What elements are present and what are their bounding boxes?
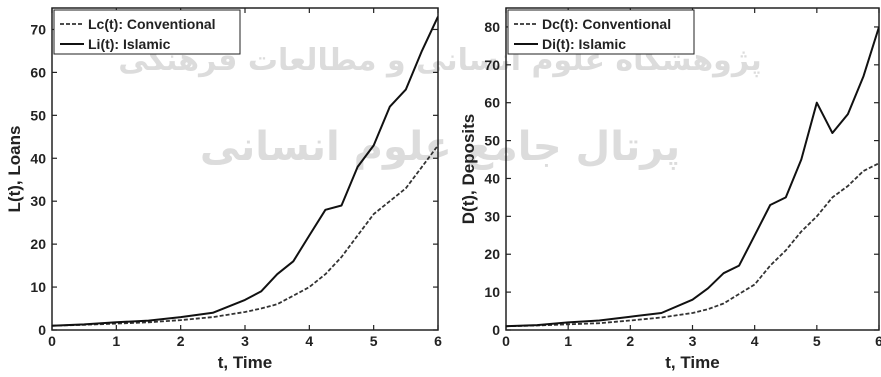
x-tick-label: 0 — [48, 333, 56, 349]
x-tick-label: 2 — [626, 333, 634, 349]
y-tick-label: 10 — [30, 279, 46, 295]
y-tick-label: 50 — [30, 107, 46, 123]
y-axis-title: D(t), Deposits — [459, 114, 478, 225]
y-tick-label: 40 — [484, 170, 500, 186]
y-tick-label: 10 — [484, 284, 500, 300]
x-axis-title: t, Time — [218, 353, 272, 372]
legend-label-2: Di(t): Islamic — [542, 36, 626, 52]
y-tick-label: 20 — [484, 246, 500, 262]
x-tick-label: 3 — [241, 333, 249, 349]
x-tick-label: 4 — [305, 333, 313, 349]
legend-label-2: Li(t): Islamic — [88, 36, 171, 52]
legend-label-1: Dc(t): Conventional — [542, 16, 671, 32]
x-tick-label: 4 — [751, 333, 759, 349]
legend-label-1: Lc(t): Conventional — [88, 16, 216, 32]
y-tick-label: 30 — [484, 208, 500, 224]
x-tick-label: 1 — [564, 333, 572, 349]
legend-box — [53, 9, 241, 55]
series-line-1 — [52, 144, 438, 327]
x-tick-label: 3 — [689, 333, 697, 349]
y-tick-label: 60 — [484, 95, 500, 111]
legend-box — [507, 9, 695, 55]
y-tick-label: 40 — [30, 150, 46, 166]
x-tick-label: 5 — [370, 333, 378, 349]
y-tick-label: 0 — [492, 322, 500, 338]
x-tick-label: 0 — [502, 333, 510, 349]
watermark-line-2: پرتال جامع علوم انسانی — [200, 124, 680, 170]
y-tick-label: 80 — [484, 19, 500, 35]
y-axis-title: L(t), Loans — [5, 126, 24, 213]
x-axis-title: t, Time — [665, 353, 719, 372]
series-line-2 — [506, 26, 879, 328]
y-tick-label: 70 — [484, 57, 500, 73]
series-line-1 — [506, 162, 879, 328]
x-tick-label: 2 — [177, 333, 185, 349]
y-tick-label: 20 — [30, 236, 46, 252]
x-tick-label: 5 — [813, 333, 821, 349]
y-tick-label: 0 — [38, 322, 46, 338]
y-tick-label: 60 — [30, 64, 46, 80]
y-tick-label: 70 — [30, 21, 46, 37]
x-tick-label: 6 — [434, 333, 442, 349]
series-line-2 — [52, 16, 438, 327]
y-tick-label: 30 — [30, 193, 46, 209]
x-tick-label: 1 — [112, 333, 120, 349]
x-tick-label: 6 — [875, 333, 881, 349]
y-tick-label: 50 — [484, 133, 500, 149]
